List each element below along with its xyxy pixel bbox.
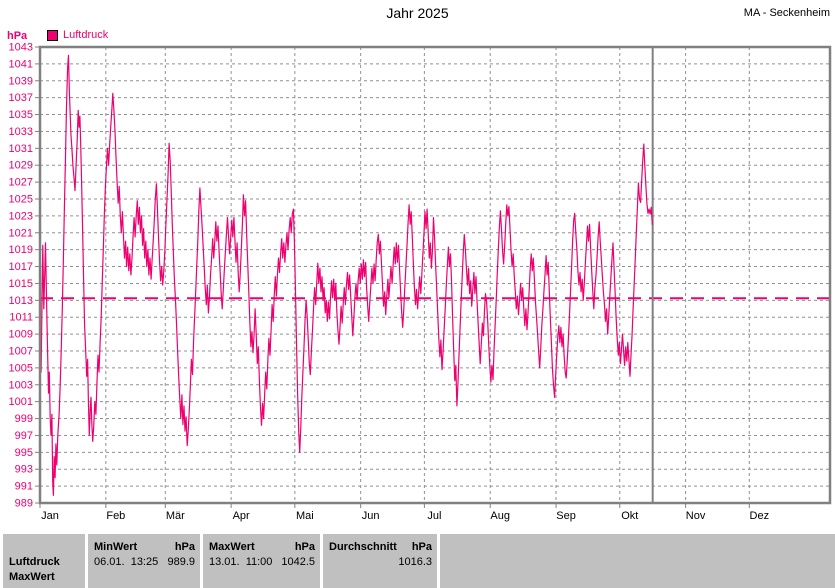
legend: Luftdruck <box>47 29 108 41</box>
month-label: Jun <box>362 510 380 522</box>
max-unit: hPa <box>294 541 315 553</box>
month-label: Apr <box>233 510 250 522</box>
y-tick-label: 999 <box>15 413 33 425</box>
min-datetime: 06.01. 13:25 <box>94 556 159 568</box>
series-label-cell: Luftdruck MaxWert <box>3 534 85 588</box>
month-label: Dez <box>750 510 770 522</box>
y-tick-label: 1025 <box>9 194 33 206</box>
y-axis-unit-label: hPa <box>7 30 28 42</box>
y-tick-label: 997 <box>15 430 33 442</box>
panel-row-label-luftdruck: Luftdruck <box>9 556 60 568</box>
plot-border <box>38 45 832 505</box>
pressure-chart: 989 991 993 995 997 999 1001 1003 1005 1007 1009 10… <box>9 42 832 522</box>
panel-row-label-maxwert: MaxWert <box>9 571 55 583</box>
y-tick-label: 1005 <box>9 362 33 374</box>
month-label: Okt <box>621 510 638 522</box>
y-tick-label: 1031 <box>9 143 33 155</box>
y-tick-label: 1019 <box>9 244 33 256</box>
max-value: 1042.5 <box>281 556 315 568</box>
y-tick-label: 1017 <box>9 261 33 273</box>
y-tick-label: 1013 <box>9 295 33 307</box>
month-label: Jul <box>427 510 441 522</box>
plot-area <box>40 47 830 503</box>
y-tick-label: 1001 <box>9 396 33 408</box>
avg-unit: hPa <box>411 541 432 553</box>
info-panel: Luftdruck MaxWert MinWert hPa 06.01. 13:… <box>0 534 835 588</box>
y-tick-label: 1039 <box>9 75 33 87</box>
month-label: Mai <box>296 510 314 522</box>
average-value-cell: Durchschnitt hPa 1016.3 <box>323 534 437 588</box>
month-label: Sep <box>556 510 576 522</box>
legend-swatch-icon <box>47 29 58 41</box>
y-tick-label: 1007 <box>9 346 33 358</box>
y-tick-label: 989 <box>15 498 33 510</box>
min-unit: hPa <box>174 541 195 553</box>
month-label: Feb <box>106 510 125 522</box>
y-tick-label: 1033 <box>9 126 33 138</box>
month-label: Aug <box>490 510 510 522</box>
y-tick-label: 1021 <box>9 227 33 239</box>
y-tick-label: 993 <box>15 464 33 476</box>
page-title: Jahr 2025 <box>386 5 449 21</box>
info-panel-filler <box>440 534 835 588</box>
y-tick-label: 991 <box>15 481 33 493</box>
max-datetime: 13.01. 11:00 <box>209 556 273 568</box>
y-tick-label: 995 <box>15 447 33 459</box>
max-header: MaxWert <box>209 541 255 553</box>
min-header: MinWert <box>94 541 138 553</box>
y-tick-label: 1027 <box>9 177 33 189</box>
month-label: Nov <box>686 510 706 522</box>
avg-header: Durchschnitt <box>329 541 397 553</box>
month-label: Jan <box>41 510 59 522</box>
y-tick-label: 1035 <box>9 109 33 121</box>
legend-label: Luftdruck <box>63 29 109 41</box>
y-tick-label: 1009 <box>9 329 33 341</box>
y-tick-label: 1023 <box>9 210 33 222</box>
max-value-cell: MaxWert hPa 13.01. 11:00 1042.5 <box>203 534 320 588</box>
station-name: MA - Seckenheim <box>743 7 830 19</box>
avg-value: 1016.3 <box>398 556 432 568</box>
y-tick-label: 1011 <box>9 312 33 324</box>
min-value: 989.9 <box>167 556 195 568</box>
month-label: Mär <box>166 510 185 522</box>
y-tick-label: 1029 <box>9 160 33 172</box>
y-tick-label: 1041 <box>9 58 33 70</box>
pressure-series-line <box>40 54 653 496</box>
y-tick-label: 1015 <box>9 278 33 290</box>
y-tick-label: 1037 <box>9 92 33 104</box>
y-tick-label: 1043 <box>9 42 33 54</box>
min-value-cell: MinWert hPa 06.01. 13:25 989.9 <box>88 534 200 588</box>
y-tick-label: 1003 <box>9 379 33 391</box>
